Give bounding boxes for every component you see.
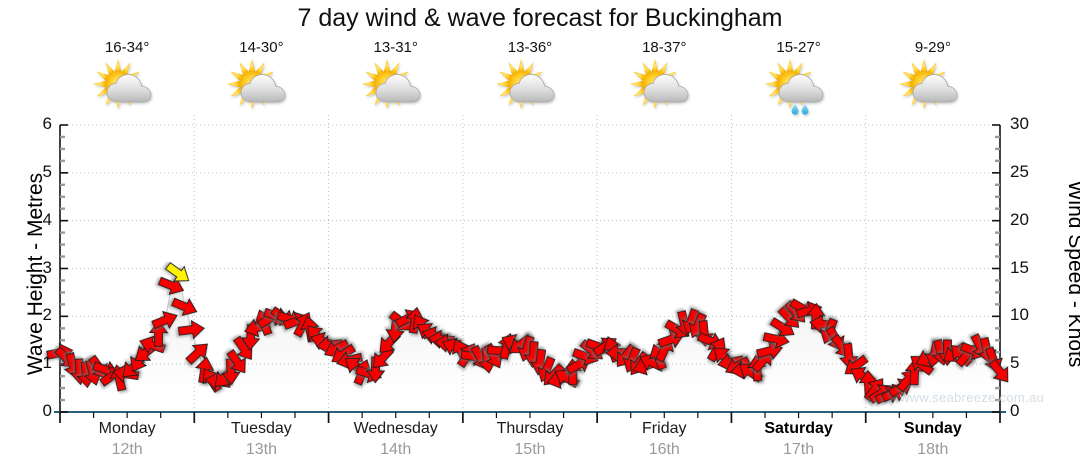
- temperature-range: 14-30°: [239, 39, 284, 56]
- temperature-range: 18-37°: [642, 39, 687, 56]
- temperature-range: 15-27°: [776, 39, 821, 56]
- left-tick-label: 5: [42, 161, 52, 181]
- day-footer-wednesday: Wednesday 14th: [329, 418, 463, 468]
- right-tick-label: 20: [1010, 209, 1029, 229]
- temperature-range: 13-31°: [373, 39, 418, 56]
- day-footer-strip: Monday 12th Tuesday 13th Wednesday 14th Thursd…: [60, 418, 1000, 468]
- day-name: Thursday: [496, 420, 564, 437]
- day-name: Tuesday: [231, 420, 292, 437]
- day-footer-tuesday: Tuesday 13th: [194, 418, 328, 468]
- sun-cloud-icon: [361, 59, 421, 109]
- day-date: 18th: [917, 441, 949, 458]
- day-footer-monday: Monday 12th: [60, 418, 194, 468]
- wind-arrow-marker: [226, 348, 246, 374]
- day-footer-sunday: Sunday 18th: [866, 418, 1000, 468]
- day-date: 16th: [648, 441, 680, 458]
- day-header-thursday: 13-36°: [463, 40, 597, 125]
- day-header-monday: 16-34°: [60, 40, 194, 125]
- sun-cloud-icon: [495, 59, 555, 109]
- day-date: 17th: [782, 441, 815, 458]
- right-tick-label: 30: [1010, 114, 1029, 133]
- gridlines: [60, 115, 1000, 412]
- right-tick-label: 0: [1010, 401, 1020, 420]
- day-date: 12th: [111, 441, 143, 458]
- sun-cloud-icon: [630, 59, 689, 109]
- day-header-tuesday: 14-30°: [194, 40, 328, 125]
- day-header-strip: 16-34° 14-30° 13-31° 13-36° 18-37° 15-27° 9-29…: [60, 40, 1000, 125]
- day-header-friday: 18-37°: [597, 40, 731, 125]
- day-name: Friday: [642, 420, 687, 437]
- temperature-range: 13-36°: [507, 39, 553, 56]
- left-tick-label: 4: [42, 209, 52, 229]
- right-tick-label: 10: [1010, 305, 1029, 325]
- left-tick-label: 1: [42, 353, 52, 373]
- day-date: 15th: [514, 441, 546, 458]
- day-name: Wednesday: [353, 420, 438, 437]
- day-header-sunday: 9-29°: [866, 40, 1000, 125]
- day-name: Saturday: [764, 420, 833, 437]
- day-footer-saturday: Saturday 17th: [731, 418, 865, 468]
- wind-arrow-marker: [151, 310, 178, 330]
- wind-arrow-marker: [806, 302, 826, 330]
- day-header-wednesday: 13-31°: [329, 40, 463, 125]
- day-name: Monday: [98, 420, 156, 437]
- wind-arrow-marker: [185, 343, 208, 365]
- wind-arrow-series: [46, 262, 1009, 405]
- sun-cloud-icon: [898, 59, 958, 109]
- wind-arrow-marker: [988, 358, 1009, 383]
- sun-cloud-rain-icon: [764, 59, 823, 115]
- day-header-saturday: 15-27°: [731, 40, 865, 125]
- wind-arrow-marker: [177, 319, 205, 340]
- wind-arrow-marker: [164, 262, 190, 282]
- temperature-range: 9-29°: [914, 39, 951, 56]
- right-tick-label: 5: [1010, 353, 1020, 373]
- wind-arrow-marker: [139, 335, 166, 355]
- day-date: 13th: [245, 441, 277, 458]
- under-curve-haze: [60, 279, 1000, 412]
- sun-cloud-icon: [93, 59, 152, 109]
- day-date: 14th: [380, 441, 412, 458]
- temperature-range: 16-34°: [104, 39, 150, 56]
- left-tick-label: 2: [42, 305, 52, 325]
- right-tick-label: 25: [1010, 161, 1029, 181]
- day-name: Sunday: [903, 420, 962, 437]
- right-tick-label: 15: [1010, 257, 1029, 277]
- left-tick-label: 0: [42, 401, 52, 420]
- page-title: 7 day wind & wave forecast for Buckingha…: [297, 4, 783, 32]
- day-footer-friday: Friday 16th: [597, 418, 731, 468]
- sun-cloud-icon: [227, 59, 286, 109]
- left-tick-label: 6: [42, 114, 52, 133]
- day-footer-thursday: Thursday 15th: [463, 418, 597, 468]
- wind-arrow-marker: [170, 297, 198, 317]
- left-tick-label: 3: [42, 257, 52, 277]
